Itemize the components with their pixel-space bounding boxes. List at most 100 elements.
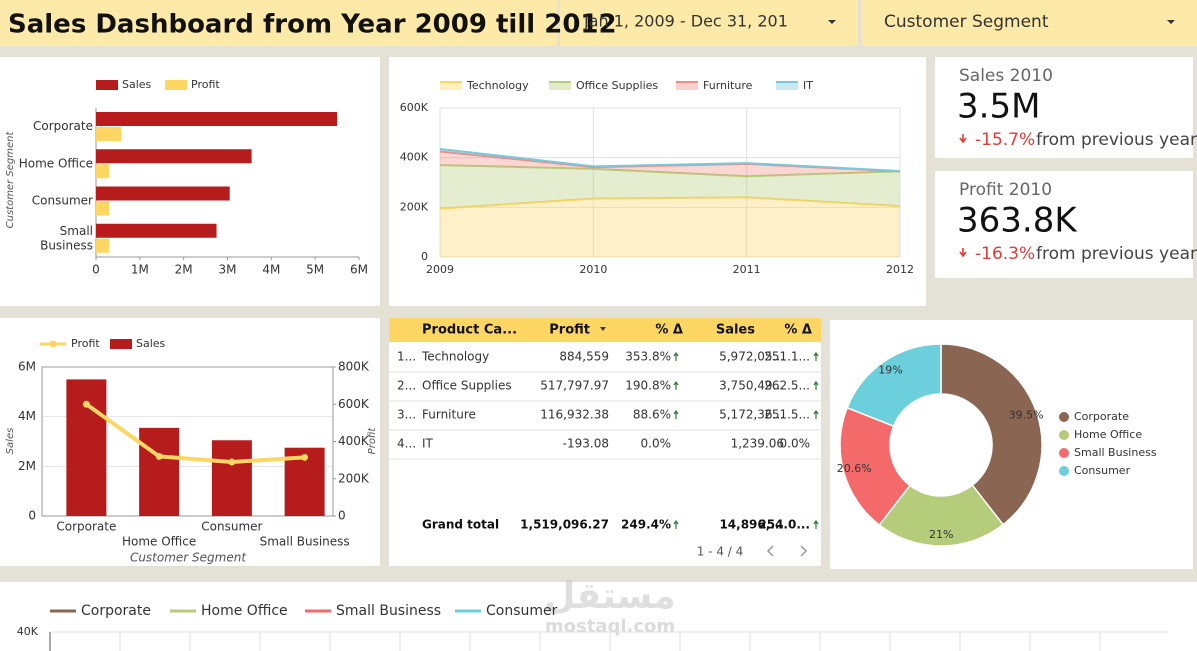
x-tick-label: 0 (92, 263, 100, 277)
bar (96, 164, 110, 179)
y-tick-label: 0 (28, 509, 36, 523)
y-tick-label: 0 (421, 250, 428, 263)
up-arrow (813, 409, 819, 419)
y-tick-label: 6M (18, 360, 36, 374)
legend-label: Small Business (336, 603, 441, 619)
legend-swatch (165, 80, 187, 90)
legend-label: Corporate (81, 603, 151, 619)
down-arrow (959, 248, 967, 258)
legend-label: Corporate (1074, 410, 1129, 423)
y2-tick-label: 800K (338, 360, 370, 374)
kpi-change: -16.3% (975, 244, 1035, 264)
legend-swatch (676, 82, 698, 90)
total-cell: Grand total (422, 518, 499, 532)
bar (96, 201, 110, 216)
y-axis-title: Sales (5, 428, 16, 455)
sort-arrow[interactable] (600, 327, 606, 331)
bar (96, 112, 338, 126)
kpi-label: Sales 2010 (959, 66, 1053, 86)
total-cell: 14,896,... (719, 518, 784, 532)
table-panel (389, 318, 821, 566)
legend-swatch (1059, 448, 1069, 458)
panel (0, 57, 380, 306)
up-arrow (813, 519, 819, 529)
area-band (440, 151, 900, 177)
legend-label: Home Office (1074, 428, 1142, 441)
legend-label: Small Business (1074, 446, 1157, 459)
area-line (439, 164, 901, 178)
column-header: Product Ca... (422, 323, 517, 338)
bar (96, 149, 252, 164)
table-cell: 190.8% (625, 379, 671, 393)
legend-swatch (49, 340, 57, 348)
y2-tick-label: 400K (338, 434, 370, 448)
segment-label: Customer Segment (884, 12, 1049, 32)
table-cell: 251.5... (764, 408, 810, 422)
x-tick-label: 2M (175, 263, 193, 277)
table-cell: 0.0% (641, 437, 672, 451)
bar (66, 379, 107, 516)
pagination: 1 - 4 / 4 (697, 545, 744, 559)
x-tick-label: 5M (306, 263, 324, 277)
line (85, 402, 305, 464)
x-axis-title: Customer Segment (130, 551, 247, 565)
up-arrow (673, 380, 679, 390)
pie-slice (846, 343, 942, 428)
kpi-change: -15.7% (975, 130, 1035, 150)
segment-filter[interactable] (861, 0, 1197, 46)
next-page[interactable] (800, 545, 808, 557)
legend-label: Consumer (1074, 464, 1131, 477)
kpi-panel (935, 171, 1193, 278)
pie-slice (940, 343, 1043, 526)
total-cell: 1,519,096.27 (520, 518, 609, 532)
kpi-note: from previous year (1036, 130, 1197, 150)
y2-axis-title: Profit (367, 427, 378, 455)
y2-tick-label: 600K (338, 397, 370, 411)
table-cell: 3... (397, 408, 416, 422)
dashboard-title: Sales Dashboard from Year 2009 till 2012 (8, 10, 617, 40)
legend-swatch (1059, 466, 1069, 476)
x-tick-label: 6M (350, 263, 368, 277)
x-tick-label: 2009 (426, 263, 454, 276)
date-filter[interactable] (560, 0, 858, 46)
line-point (82, 400, 90, 408)
y-tick-label: Home Office (19, 156, 93, 170)
total-cell: 254.0... (758, 518, 810, 532)
up-arrow (673, 351, 679, 361)
bar (139, 427, 180, 516)
table-cell: 251.1... (764, 350, 810, 364)
x-tick-label: Consumer (201, 520, 262, 534)
up-arrow (673, 409, 679, 419)
legend-label: Office Supplies (576, 79, 658, 92)
y-tick-label: 600K (400, 101, 429, 114)
table-cell: IT (422, 437, 434, 451)
column-header: Sales (716, 323, 755, 338)
x-tick-label: 3M (219, 263, 237, 277)
line-point (155, 452, 163, 460)
table-cell: 5,972,05... (719, 350, 784, 364)
y2-tick-label: 0 (338, 509, 346, 523)
y-tick-label: Consumer (32, 194, 93, 208)
bar (96, 238, 110, 253)
up-arrow (813, 351, 819, 361)
legend-label: Technology (466, 79, 529, 92)
legend-label: Home Office (201, 603, 288, 619)
y-tick-label: 40K (17, 625, 39, 638)
table-cell: 116,932.38 (540, 408, 609, 422)
bar (96, 223, 217, 238)
legend-label: IT (803, 79, 813, 92)
legend-swatch (1059, 412, 1069, 422)
prev-page[interactable] (766, 545, 774, 557)
x-tick-label: Corporate (56, 520, 116, 534)
legend-swatch (96, 80, 118, 90)
x-tick-label: 1M (131, 263, 149, 277)
y2-tick-label: 200K (338, 471, 370, 485)
table-cell: 5,172,36... (719, 408, 784, 422)
bar (211, 440, 252, 516)
title-bar (0, 0, 557, 46)
y-tick-label: 200K (400, 200, 429, 213)
up-arrow (813, 380, 819, 390)
dropdown-arrow (828, 20, 836, 24)
